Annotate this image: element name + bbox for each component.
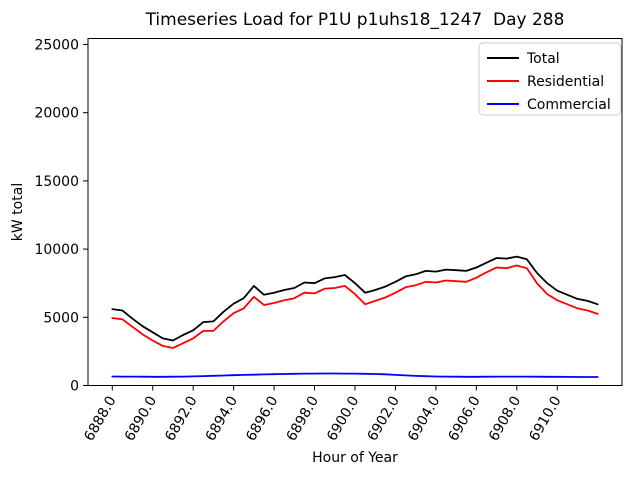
x-axis-label: Hour of Year	[312, 450, 398, 466]
legend-label-commercial: Commercial	[527, 97, 611, 113]
y-tick-label: 25000	[34, 38, 79, 54]
x-tick-label: 6904.0	[405, 394, 443, 444]
x-tick-label: 6900.0	[324, 394, 362, 444]
legend: Total Residential Commercial	[478, 42, 622, 116]
y-axis-label: kW total	[10, 183, 26, 241]
y-tick-label: 10000	[34, 242, 79, 258]
legend-items: Total Residential Commercial	[487, 51, 611, 113]
legend-label-residential: Residential	[527, 74, 604, 90]
y-tick-label: 20000	[34, 106, 79, 122]
y-tick-label: 15000	[34, 174, 79, 190]
x-tick-label: 6908.0	[486, 394, 524, 444]
y-tick-label: 5000	[43, 310, 79, 326]
x-tick-label: 6896.0	[243, 394, 281, 444]
x-tick-label: 6910.0	[526, 394, 564, 444]
series-lines	[111, 255, 599, 378]
series-line-total	[111, 255, 599, 342]
series-line-residential	[111, 264, 599, 349]
x-tick-label: 6890.0	[122, 394, 160, 444]
y-axis-ticks: 0 5000 10000 15000 20000 25000	[34, 38, 88, 395]
x-tick-label: 6894.0	[203, 394, 241, 444]
x-tick-label: 6892.0	[162, 394, 200, 444]
x-tick-label: 6888.0	[81, 394, 119, 444]
x-tick-label: 6906.0	[445, 394, 483, 444]
x-tick-label: 6902.0	[365, 394, 403, 444]
y-tick-label: 0	[70, 379, 79, 395]
x-axis-ticks: 6888.0 6890.0 6892.0 6894.0 6896.0 6898.0 6900…	[81, 385, 565, 444]
chart-title: Timeseries Load for P1U p1uhs18_1247 Day…	[145, 10, 565, 30]
series-line-commercial	[111, 372, 599, 378]
legend-label-total: Total	[526, 51, 560, 67]
x-tick-label: 6898.0	[284, 394, 322, 444]
legend-box	[478, 42, 622, 116]
